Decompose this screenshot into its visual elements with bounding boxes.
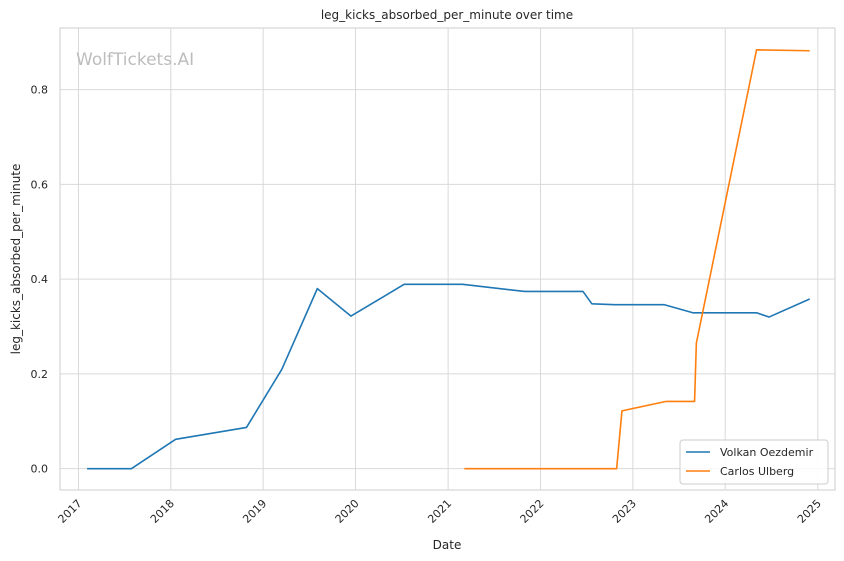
x-axis-label: Date <box>433 538 462 552</box>
watermark: WolfTickets.AI <box>76 50 194 70</box>
chart-title: leg_kicks_absorbed_per_minute over time <box>321 8 573 22</box>
series-line-volkan-oezdemir <box>87 283 811 470</box>
legend-box <box>679 439 829 485</box>
legend-label-volkan: Volkan Oezdemir <box>720 446 814 459</box>
series-line-carlos-ulberg <box>464 49 810 470</box>
y-tick-label: 0.4 <box>31 273 49 286</box>
legend-label-carlos: Carlos Ulberg <box>720 465 794 478</box>
y-tick-label: 0.8 <box>31 84 49 97</box>
series-lines <box>87 49 811 470</box>
legend: Volkan Oezdemir Carlos Ulberg <box>679 439 829 485</box>
plot-area <box>59 27 836 491</box>
y-tick-label: 0.2 <box>31 368 49 381</box>
y-axis-ticks: 0.0 0.2 0.4 0.6 0.8 <box>31 84 49 476</box>
y-tick-label: 0.6 <box>31 178 49 191</box>
y-axis-label: leg_kicks_absorbed_per_minute <box>9 164 23 355</box>
y-tick-label: 0.0 <box>31 463 49 476</box>
